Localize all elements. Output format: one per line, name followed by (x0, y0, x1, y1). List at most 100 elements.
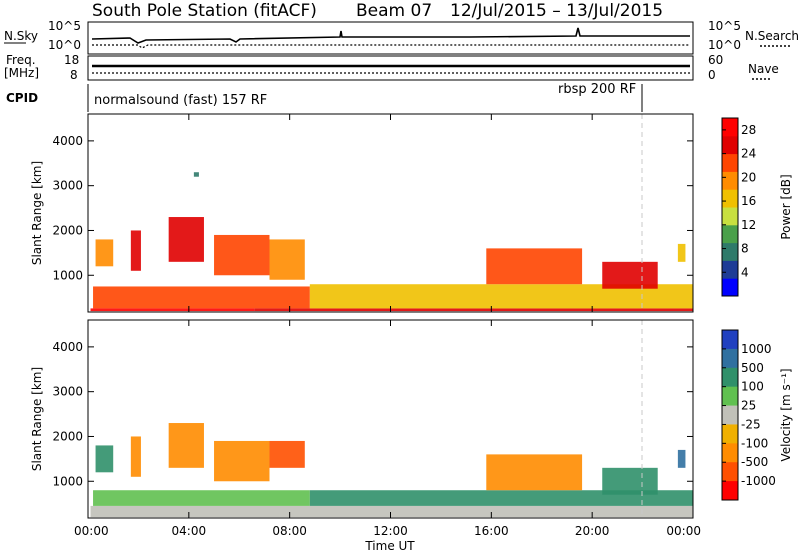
x-tick-label: 16:00 (474, 524, 509, 538)
nave-tick-min: 0 (708, 68, 716, 82)
velocity-colorbar-frame (721, 329, 739, 501)
power-colorbar-swatch (722, 135, 738, 155)
power-echo-region (254, 308, 693, 312)
velocity-y-tick-label: 3000 (52, 385, 83, 399)
freq-tick-max: 18 (64, 53, 79, 67)
velocity-colorbar: 1000 500 100 25 -25 -100 -500 -1000 Velocity [m… (721, 329, 793, 501)
velocity-colorbar-swatch (722, 424, 738, 444)
velocity-colorbar-swatch (722, 443, 738, 463)
velocity-colorbar-tick-label: -1000 (741, 474, 776, 488)
power-panel-bg (88, 114, 693, 312)
nsearch-trace (92, 44, 690, 49)
power-echo-region (93, 286, 310, 309)
power-echo-region (677, 243, 686, 262)
x-axis-label: Time UT (364, 539, 415, 553)
velocity-y-tick-label: 4000 (52, 340, 83, 354)
power-colorbar-frame (721, 117, 739, 297)
power-echo-region (95, 239, 114, 267)
nsearch-label: N.Search (745, 29, 799, 43)
noise-left-tick-min: 10^0 (48, 38, 81, 52)
power-colorbar-swatch (722, 260, 738, 279)
velocity-echo-region (90, 505, 694, 518)
freq-unit-label: [MHz] (4, 66, 39, 80)
power-y-tick-label: 2000 (52, 223, 83, 237)
velocity-echo-region (93, 490, 310, 506)
velocity-echo-region (214, 440, 270, 482)
velocity-colorbar-swatch (722, 367, 738, 388)
noise-right-tick-max: 10^5 (708, 19, 741, 33)
power-panel: 1000 2000 3000 4000 Slant Range [km] (30, 113, 694, 313)
velocity-colorbar-tick-label: -500 (741, 455, 768, 469)
power-colorbar: 4 8 12 16 20 24 28 Power [dB] (721, 117, 793, 297)
power-x-ticks (87, 114, 694, 312)
freq-panel: Freq. [MHz] 18 8 60 0 Nave (4, 53, 779, 82)
x-tick-label: 20:00 (575, 524, 610, 538)
noise-panel: N.Sky 10^5 10^0 10^5 10^0 N.Search (4, 19, 799, 55)
nsky-trace (91, 27, 690, 44)
velocity-colorbar-swatch (722, 386, 738, 407)
velocity-x-ticks: 00:00 04:00 08:00 12:00 16:00 20:00 00:00 (74, 320, 701, 538)
velocity-echo-region (130, 436, 141, 477)
velocity-echo-region (168, 423, 204, 468)
velocity-colorbar-swatch (722, 405, 738, 425)
freq-label: Freq. (6, 53, 36, 67)
velocity-colorbar-swatch (722, 330, 738, 350)
power-y-axis-label: Slant Range [km] (30, 161, 44, 265)
velocity-echo-region (602, 467, 658, 495)
power-colorbar-tick-label: 24 (741, 147, 756, 161)
power-echo-region (90, 308, 255, 312)
velocity-colorbar-swatch (722, 481, 738, 501)
noise-right-tick-min: 10^0 (708, 38, 741, 52)
velocity-echo-region (95, 445, 114, 473)
freq-tick-min: 8 (70, 68, 78, 82)
cpid-normalsound: normalsound (fast) 157 RF (94, 93, 267, 108)
power-echo-region (269, 239, 305, 280)
power-echo-region (168, 217, 204, 262)
power-colorbar-swatch (722, 207, 738, 226)
nave-tick-max: 60 (708, 53, 723, 67)
cpid-panel: CPID normalsound (fast) 157 RF rbsp 200 … (6, 82, 643, 112)
velocity-colorbar-tick-label: 500 (741, 361, 764, 375)
power-colorbar-swatch (722, 278, 738, 297)
velocity-echo-region (677, 449, 686, 468)
velocity-data-layer (90, 423, 694, 518)
noise-left-tick-max: 10^5 (48, 19, 81, 33)
nsky-label: N.Sky (4, 29, 38, 43)
velocity-echo-region (486, 454, 583, 491)
velocity-echo-region (309, 490, 693, 506)
power-colorbar-label: Power [dB] (779, 174, 793, 239)
power-y-ticks: 1000 2000 3000 4000 (52, 134, 693, 282)
power-colorbar-swatch (722, 153, 738, 172)
velocity-y-tick-label: 2000 (52, 429, 83, 443)
station-title: South Pole Station (fitACF) (92, 1, 317, 21)
velocity-colorbar-label: Velocity [m s⁻¹] (779, 368, 793, 461)
power-colorbar-swatch (722, 224, 738, 244)
x-tick-label: 08:00 (272, 524, 307, 538)
velocity-colorbar-tick-label: 25 (741, 399, 756, 413)
date-range: 12/Jul/2015 – 13/Jul/2015 (450, 1, 663, 21)
power-colorbar-tick-label: 20 (741, 170, 756, 184)
velocity-colorbar-swatch (722, 462, 738, 482)
power-colorbar-swatch (722, 171, 738, 190)
x-tick-label: 00:00 (74, 524, 109, 538)
power-colorbar-tick-label: 12 (741, 218, 756, 232)
power-data-layer (90, 172, 693, 312)
beam-label: Beam 07 (356, 1, 432, 21)
velocity-y-tick-label: 1000 (52, 474, 83, 488)
nave-label: Nave (748, 62, 779, 76)
power-echo-region (214, 234, 270, 276)
power-echo-region (193, 172, 199, 177)
velocity-panel: 1000 2000 3000 4000 00:00 04:00 08:00 12:00 16:… (30, 319, 701, 553)
power-colorbar-tick-label: 16 (741, 194, 756, 208)
power-y-tick-label: 3000 (52, 179, 83, 193)
velocity-y-ticks: 1000 2000 3000 4000 (52, 340, 693, 488)
power-colorbar-swatch (722, 118, 738, 137)
x-tick-label: 12:00 (373, 524, 408, 538)
freq-panel-frame (87, 55, 694, 81)
velocity-colorbar-tick-label: 1000 (741, 342, 772, 356)
power-y-tick-label: 4000 (52, 134, 83, 148)
power-echo-region (130, 230, 141, 271)
power-colorbar-tick-label: 28 (741, 123, 756, 137)
cpid-rbsp: rbsp 200 RF (558, 82, 636, 97)
velocity-colorbar-tick-label: 100 (741, 380, 764, 394)
